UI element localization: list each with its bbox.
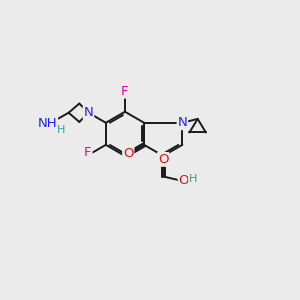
Text: NH: NH <box>38 117 57 130</box>
Text: N: N <box>178 116 187 129</box>
Text: H: H <box>57 124 66 134</box>
Text: O: O <box>123 148 134 160</box>
Text: H: H <box>189 174 197 184</box>
Text: F: F <box>84 146 92 159</box>
Text: O: O <box>158 153 169 166</box>
Text: F: F <box>121 85 129 98</box>
Text: O: O <box>178 173 189 187</box>
Text: N: N <box>84 106 93 119</box>
